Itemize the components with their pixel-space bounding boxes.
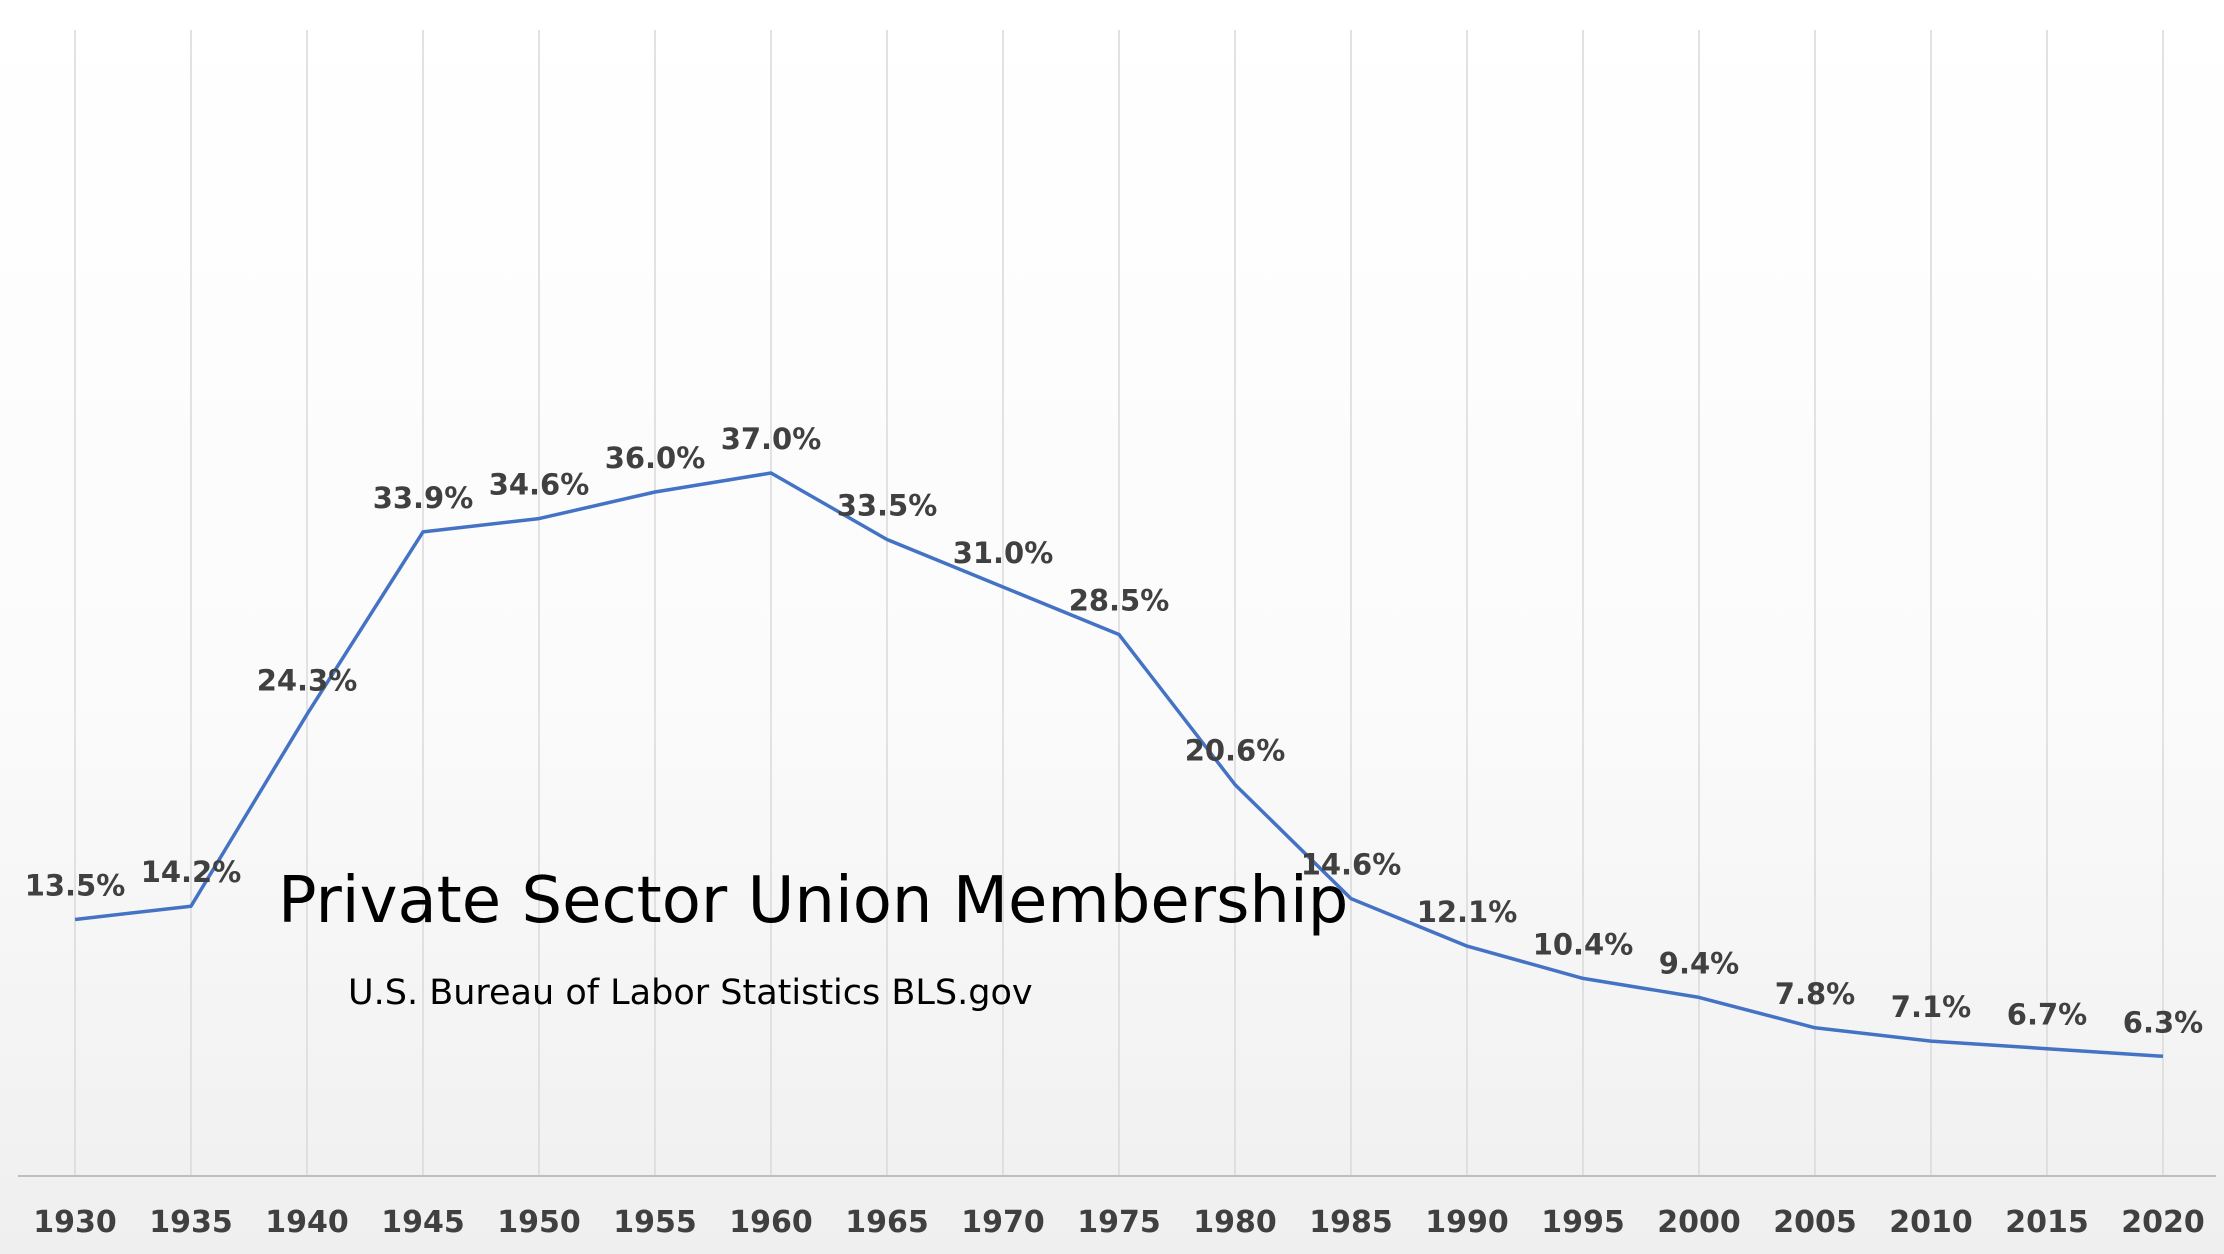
series-line bbox=[74, 471, 2164, 1059]
data-label: 28.5% bbox=[1069, 584, 1170, 618]
x-tick-label: 1950 bbox=[497, 1205, 581, 1240]
data-label: 6.3% bbox=[2123, 1005, 2203, 1039]
data-label: 6.7% bbox=[2007, 998, 2087, 1032]
x-tick-label: 1945 bbox=[381, 1205, 465, 1240]
data-label: 10.4% bbox=[1533, 927, 1634, 961]
x-tick-label: 1930 bbox=[33, 1205, 117, 1240]
data-labels: 13.5% 14.2% 24.3% 33.9% 34.6% 36.0% 37.0% 33.5%… bbox=[25, 422, 2204, 1039]
x-tick-label: 2005 bbox=[1773, 1205, 1857, 1240]
x-tick-label: 1935 bbox=[149, 1205, 233, 1240]
data-label: 31.0% bbox=[953, 536, 1054, 570]
x-tick-label: 1955 bbox=[613, 1205, 697, 1240]
x-tick-label: 1960 bbox=[729, 1205, 813, 1240]
x-tick-label: 2000 bbox=[1657, 1205, 1741, 1240]
data-label: 14.6% bbox=[1301, 848, 1402, 882]
x-tick-label: 1985 bbox=[1309, 1205, 1393, 1240]
x-tick-label: 1995 bbox=[1541, 1205, 1625, 1240]
x-tick-label: 1970 bbox=[961, 1205, 1045, 1240]
x-tick-label: 1975 bbox=[1077, 1205, 1161, 1240]
x-tick-label: 2015 bbox=[2005, 1205, 2089, 1240]
chart-subtitle: U.S. Bureau of Labor Statistics BLS.gov bbox=[348, 973, 1033, 1013]
x-tick-label: 2010 bbox=[1889, 1205, 1973, 1240]
data-label: 20.6% bbox=[1185, 734, 1286, 768]
data-label: 13.5% bbox=[25, 869, 126, 903]
x-tick-label: 2020 bbox=[2121, 1205, 2205, 1240]
data-label: 37.0% bbox=[721, 422, 822, 456]
data-label: 12.1% bbox=[1417, 895, 1518, 929]
data-label: 34.6% bbox=[489, 468, 590, 502]
data-label: 33.5% bbox=[837, 489, 938, 523]
x-axis-tick-labels: 1930 1935 1940 1945 1950 1955 1960 1965 1970 1975… bbox=[33, 1205, 2205, 1240]
x-tick-label: 1965 bbox=[845, 1205, 929, 1240]
data-label: 7.8% bbox=[1775, 977, 1855, 1011]
x-tick-label: 1980 bbox=[1193, 1205, 1277, 1240]
data-label: 24.3% bbox=[257, 663, 358, 697]
data-label: 7.1% bbox=[1891, 990, 1971, 1024]
data-label: 33.9% bbox=[373, 481, 474, 515]
data-label: 36.0% bbox=[605, 441, 706, 475]
chart-title: Private Sector Union Membership bbox=[278, 864, 1348, 938]
data-label: 14.2% bbox=[141, 855, 242, 889]
data-label: 9.4% bbox=[1659, 946, 1739, 980]
x-tick-label: 1990 bbox=[1425, 1205, 1509, 1240]
x-tick-label: 1940 bbox=[265, 1205, 349, 1240]
vertical-gridlines bbox=[74, 30, 2164, 1176]
